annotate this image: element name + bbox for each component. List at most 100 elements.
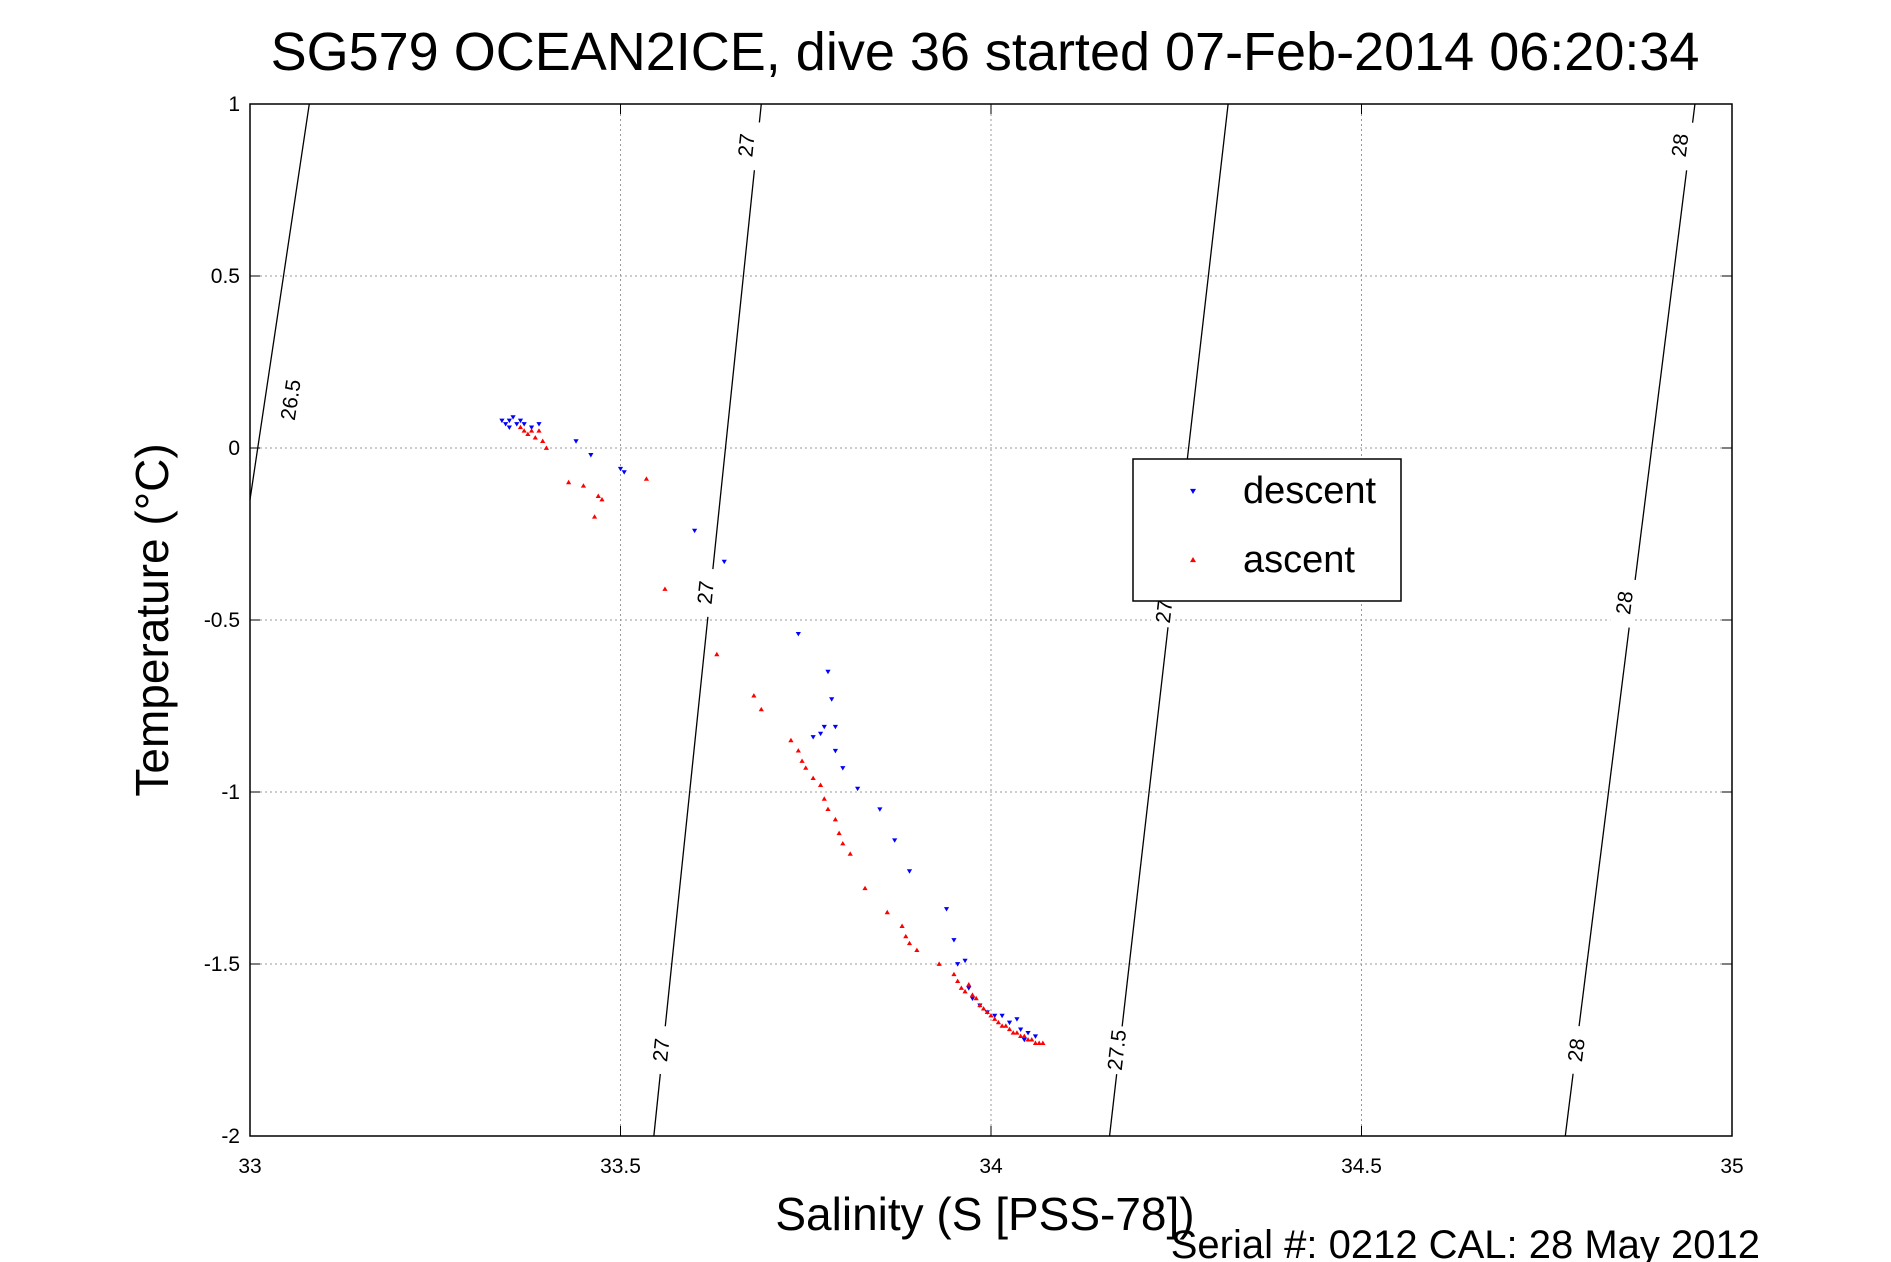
ascent-point (906, 940, 913, 946)
ascent-point (521, 428, 527, 433)
ascent-point (825, 806, 831, 812)
descent-point (906, 869, 913, 874)
legend-marker-ascent (1190, 557, 1196, 563)
descent-point (621, 470, 627, 475)
contour-label-background (1609, 577, 1640, 629)
ascent-point (955, 978, 961, 984)
ascent-point (951, 971, 957, 977)
ascent-point (1036, 1040, 1042, 1045)
x-tick-label: 34 (979, 1155, 1003, 1178)
y-tick-label: -0.5 (204, 609, 240, 632)
ascent-point (988, 1013, 994, 1018)
ascent-point (1040, 1040, 1046, 1045)
descent-point (617, 466, 624, 472)
contour-label: 27 (649, 1037, 674, 1063)
ascent-point (810, 775, 816, 781)
isopycnal-line (653, 103, 762, 1137)
ascent-point (958, 985, 964, 990)
legend-box (1132, 458, 1402, 602)
grid-lines (250, 104, 1732, 1136)
ascent-point (977, 1002, 983, 1008)
y-tick-label: -1.5 (204, 953, 240, 976)
ascent-point (536, 428, 542, 433)
ascent-point (566, 479, 572, 485)
ascent-point (936, 961, 942, 966)
descent-point (528, 425, 535, 430)
x-tick-label: 33.5 (600, 1155, 641, 1178)
descent-point (521, 422, 527, 427)
ascent-point (643, 476, 650, 481)
descent-point (832, 748, 838, 754)
ascent-point (517, 424, 524, 430)
descent-point (817, 731, 824, 737)
contour-label-background (691, 567, 721, 618)
x-tick-label: 35 (1720, 1155, 1743, 1178)
y-axis-label: Temperature (°C) (126, 443, 178, 796)
contour-label-background (1665, 119, 1696, 171)
y-tick-label: 0.5 (211, 265, 240, 288)
y-tick-label: 0 (228, 437, 240, 460)
descent-point (510, 415, 516, 420)
ascent-point (788, 737, 794, 743)
descent-point (892, 838, 898, 843)
descent-point (810, 735, 816, 740)
ascent-point (884, 909, 890, 915)
descent-point (692, 528, 698, 534)
descent-point (877, 807, 883, 812)
descent-point (832, 724, 838, 730)
ascent-point (591, 514, 598, 519)
descent-point (536, 422, 542, 427)
x-tick-label: 34.5 (1341, 1155, 1382, 1178)
descent-point (821, 724, 827, 730)
contour-label: 27 (734, 133, 759, 159)
ascent-point (847, 851, 853, 856)
ascent-point (962, 988, 968, 994)
ascent-point (821, 796, 827, 801)
ascent-point (599, 497, 605, 502)
descent-point (499, 418, 505, 424)
descent-point (999, 1013, 1005, 1019)
contour-label: 28 (1668, 132, 1694, 158)
legend-marker-descent (1190, 488, 1196, 494)
y-tick-label: -1 (221, 781, 240, 804)
descent-point (951, 938, 957, 943)
ascent-point (795, 748, 801, 753)
ascent-point (840, 841, 846, 846)
descent-point (1021, 1037, 1027, 1043)
ascent-point (799, 758, 805, 763)
ascent-point (543, 445, 549, 450)
isopycnal-line (249, 103, 310, 500)
descent-point (943, 907, 950, 912)
contour-label: 27.5 (1104, 1028, 1132, 1071)
contour-label-background (1102, 1024, 1132, 1076)
ascent-point (1003, 1023, 1009, 1028)
ascent-point (595, 493, 601, 498)
ascent-point (1018, 1033, 1024, 1039)
ascent-point (1032, 1040, 1039, 1045)
ascent-point (751, 693, 757, 698)
contour-label-background (732, 120, 761, 171)
ascent-point (1006, 1026, 1013, 1032)
ascent-point (899, 923, 905, 928)
descent-point (588, 453, 594, 458)
x-axis-label: Salinity (S [PSS-78]) (775, 1188, 1194, 1240)
descent-point (840, 766, 846, 771)
descent-point (825, 669, 831, 675)
ascent-point (980, 1006, 987, 1011)
footer-text: Serial #: 0212 CAL: 28 May 2012 (1171, 1223, 1760, 1262)
x-tick-label: 33 (238, 1155, 261, 1178)
descent-point (1025, 1030, 1031, 1036)
ascent-point (532, 435, 538, 440)
descent-point (503, 422, 509, 427)
contour-label-background (275, 374, 307, 426)
ascent-point (662, 586, 668, 591)
ascent-point (969, 992, 976, 997)
contour-label: 28 (1612, 590, 1638, 616)
ascent-point (714, 651, 720, 657)
descent-point (514, 422, 520, 427)
ascent-point (999, 1023, 1005, 1028)
ascent-point (903, 933, 909, 939)
chart-title: SG579 OCEAN2ICE, dive 36 started 07-Feb-… (271, 22, 1700, 82)
